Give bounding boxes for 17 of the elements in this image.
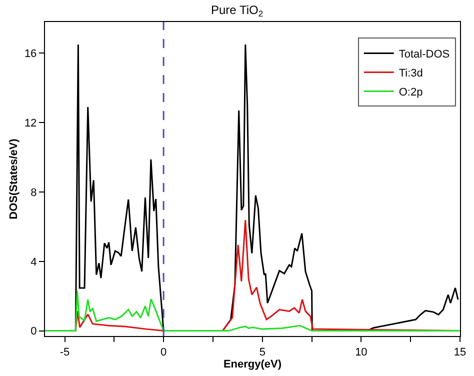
x-tick-label: 15 [454,346,466,358]
y-tick-label: 16 [24,48,37,60]
x-tick-label: 10 [355,346,368,358]
line-series [45,290,460,332]
y-tick-label: 12 [24,117,37,130]
x-axis-title: Energy(eV) [223,358,282,370]
x-tick-label: 0 [160,346,167,358]
y-tick-label: 0 [30,326,37,338]
x-tick-label: -5 [60,346,70,358]
y-axis-title: DOS(States/eV) [8,138,20,220]
legend-label: Total-DOS [398,48,450,60]
legend-label: O:2p [398,86,423,98]
y-tick-label: 4 [30,256,37,268]
x-tick-label: 5 [259,346,266,358]
chart-title: Pure TiO$_{2}$ [210,3,264,19]
legend-label: Ti:3d [398,67,423,80]
y-tick-label: 8 [30,186,37,199]
